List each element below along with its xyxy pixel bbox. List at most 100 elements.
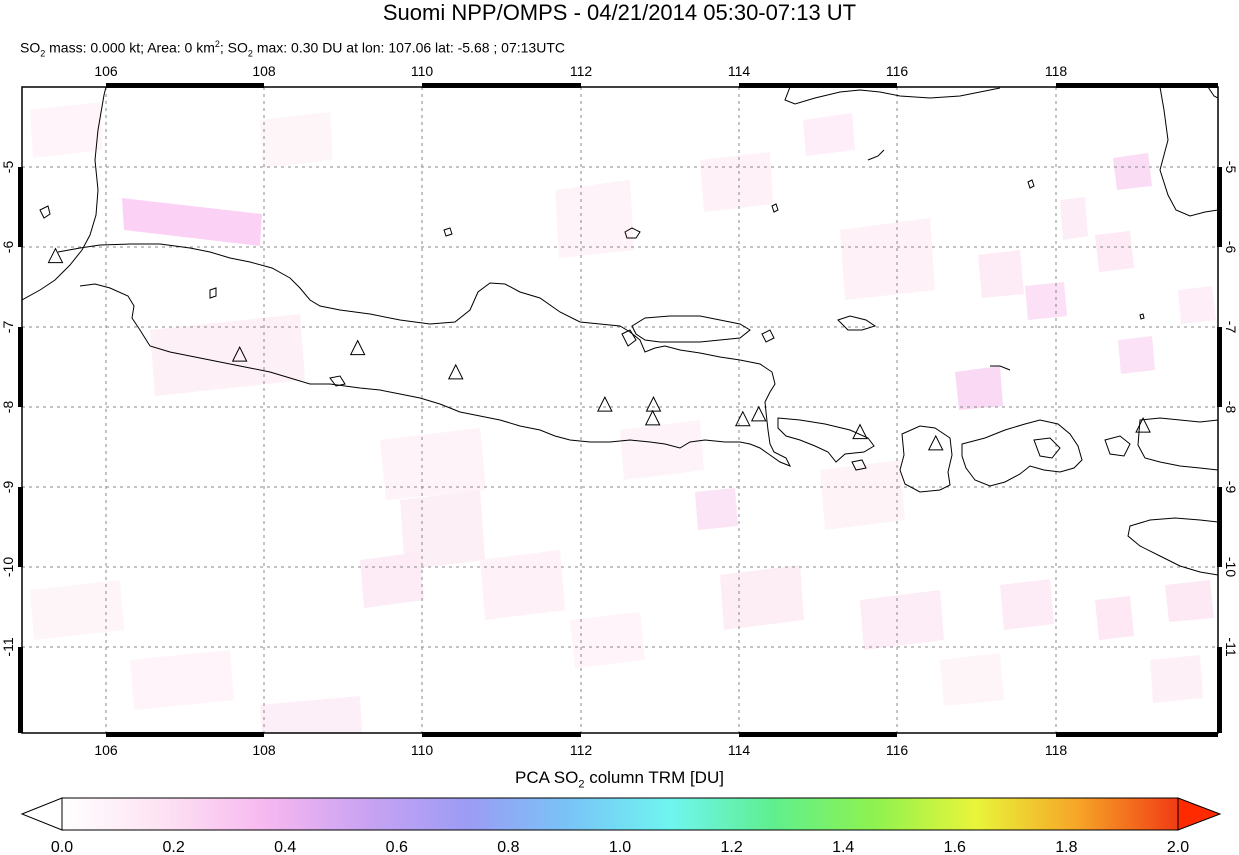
so2-mass-text: mass: 0.000 kt; Area: 0 km	[45, 39, 215, 56]
so2-pixel	[30, 580, 124, 640]
bawean	[624, 227, 641, 239]
colorbar-tick-label: 1.2	[720, 839, 742, 855]
lat-label-left: -9	[0, 481, 16, 494]
so2-pixel	[1060, 197, 1088, 240]
volcano-marker	[927, 434, 944, 451]
so2-max-subscript: 2	[247, 48, 253, 59]
so2-pixel	[260, 112, 333, 168]
colorbar-tick-label: 0.4	[274, 839, 296, 855]
so2-summary: SO2 mass: 0.000 kt; Area: 0 km2; SO2 max…	[20, 35, 565, 62]
lat-label-left: -11	[0, 637, 16, 656]
colorbar-bar	[61, 797, 1179, 831]
small-island	[867, 149, 885, 161]
volcano-marker	[1135, 417, 1151, 433]
flores-coast	[1137, 417, 1218, 471]
so2-pixel	[130, 650, 234, 710]
so2-pixel	[700, 152, 773, 212]
colorbar: 0.0 0.2 0.4 0.6 0.8 1.0 1.2 1.4 1.6 1.8 2.0	[20, 797, 1222, 855]
sumbawa-coast	[961, 419, 1083, 487]
small-island	[761, 329, 775, 343]
sumbawa-bay	[1033, 437, 1061, 459]
so2-pixel	[1000, 579, 1054, 630]
so2-pixel	[620, 420, 704, 480]
volcano-marker	[852, 423, 868, 440]
sulawesi-tip	[1207, 87, 1218, 99]
surabaya-strait	[621, 329, 637, 347]
lat-label-right: -9	[1223, 481, 1239, 494]
colorbar-title-suffix: column TRM [DU]	[584, 768, 724, 787]
lombok-coast	[899, 425, 953, 493]
volcano-marker	[645, 396, 662, 412]
lat-label-left: -5	[0, 161, 16, 174]
so2-pixel	[1165, 580, 1214, 622]
colorbar-title-prefix: PCA SO	[515, 768, 579, 787]
kalimantan-north-coast	[784, 87, 1001, 105]
lat-label-right: -11	[1223, 637, 1239, 656]
so2-pixel	[720, 565, 804, 630]
kepulauan-seribu	[39, 205, 51, 219]
sumatra-coast	[22, 87, 107, 301]
so2-pixel	[570, 612, 645, 668]
coastlines	[22, 87, 1218, 576]
so2-pixel	[820, 460, 905, 530]
lat-label-right: -5	[1223, 161, 1239, 174]
lat-label-right: -7	[1223, 321, 1239, 334]
volcano-marker	[750, 405, 767, 422]
sumba-coast	[1127, 517, 1218, 576]
so2-pixel	[360, 552, 424, 608]
colorbar-tick-label: 0.6	[386, 839, 408, 855]
so2-pixel	[260, 696, 362, 733]
lon-label-top: 110	[411, 63, 434, 79]
lon-label-bottom: 118	[1045, 742, 1068, 758]
bali-coast	[777, 417, 875, 463]
kangean	[837, 315, 877, 331]
so2-pixel	[400, 490, 485, 570]
lat-label-left: -8	[0, 401, 16, 414]
lon-label-bottom: 110	[411, 742, 434, 758]
lon-label-bottom: 116	[886, 742, 909, 758]
so2-pixel	[803, 113, 855, 156]
so2-pixel	[1118, 336, 1155, 374]
so2-pixel	[860, 590, 944, 650]
lon-label-top: 108	[252, 63, 276, 79]
small-island	[209, 287, 217, 299]
lon-label-top: 114	[728, 63, 751, 79]
map-grid	[22, 87, 1218, 733]
lat-label-left: -10	[0, 557, 16, 577]
lat-labels: -5 -6 -7 -8 -9 -10 -11 -5 -6 -7 -8 -9 -1…	[0, 161, 1239, 657]
lon-label-top: 116	[886, 63, 909, 79]
so2-pixels	[30, 102, 1216, 733]
so2-mass-label: SO	[20, 39, 41, 56]
so2-pixel	[380, 428, 486, 500]
area-unit-superscript: 2	[214, 39, 220, 49]
colorbar-over-arrow	[1177, 797, 1222, 831]
java-coast	[57, 243, 792, 467]
volcano-marker	[231, 345, 248, 362]
karimunjawa	[443, 227, 453, 237]
colorbar-tick-label: 1.0	[609, 839, 631, 855]
lon-label-bottom: 106	[94, 742, 118, 758]
nusa-penida-coast	[851, 459, 867, 471]
colorbar-tick-label: 2.0	[1167, 839, 1189, 855]
volcano-marker	[47, 247, 64, 264]
so2-pixel	[695, 488, 738, 530]
small-island	[329, 375, 346, 387]
colorbar-title-subscript: 2	[578, 778, 585, 791]
volcano-marker	[597, 396, 613, 412]
map-title: Suomi NPP/OMPS - 04/21/2014 05:30-07:13 …	[382, 0, 857, 25]
so2-pixel	[150, 314, 305, 396]
lon-label-top: 118	[1045, 63, 1068, 79]
frame-checkers	[18, 83, 1222, 737]
colorbar-tick-label: 0.8	[497, 839, 519, 855]
lon-label-bottom: 108	[252, 742, 276, 758]
so2-pixel	[1178, 286, 1216, 324]
lat-label-left: -7	[0, 321, 16, 334]
volcano-marker	[734, 410, 751, 427]
colorbar-tick-label: 0.0	[51, 839, 73, 855]
kalimantan-coast	[1159, 87, 1218, 217]
so2-pixel	[1025, 282, 1067, 320]
colorbar-tick-labels: 0.0 0.2 0.4 0.6 0.8 1.0 1.2 1.4 1.6 1.8 2.0	[51, 839, 1189, 855]
map-frame	[18, 83, 1222, 737]
so2-pixel	[955, 366, 1003, 410]
